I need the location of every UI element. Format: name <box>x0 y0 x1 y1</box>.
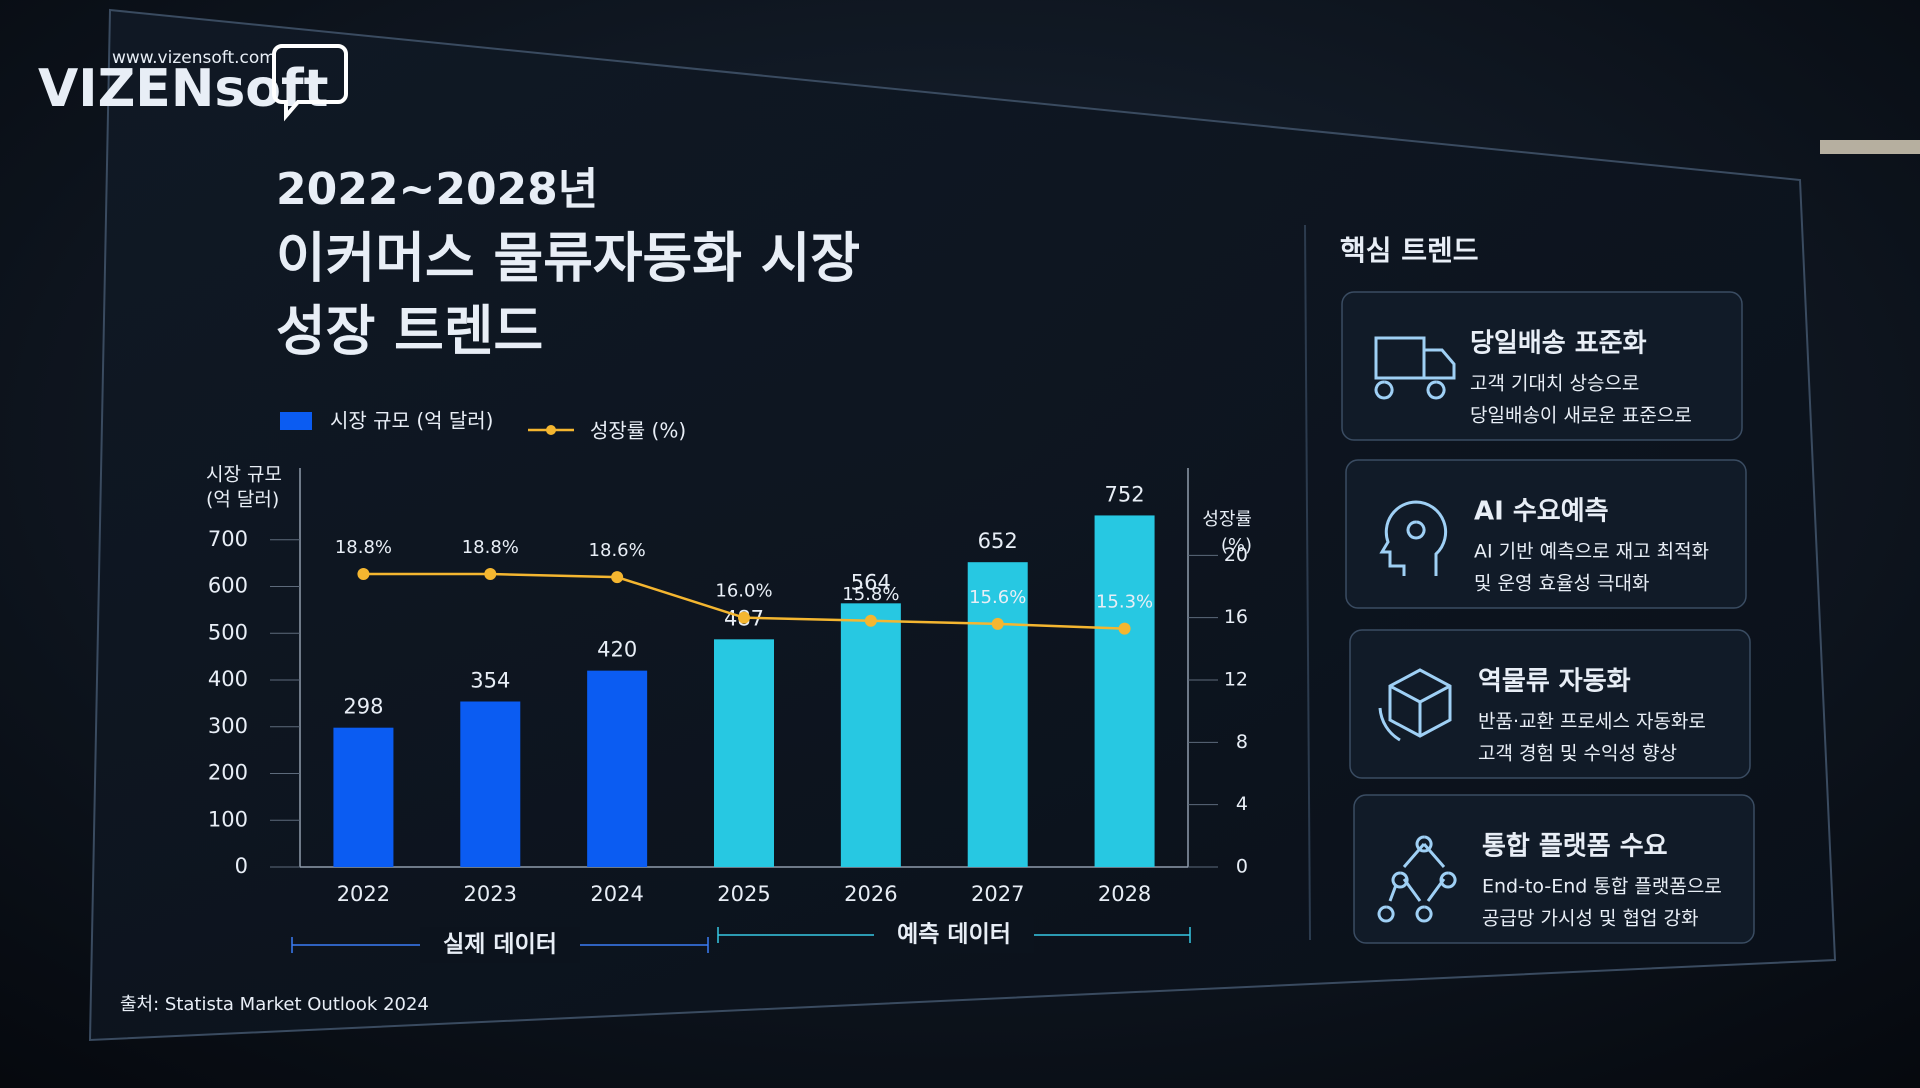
y-tick-label: 700 <box>208 527 248 551</box>
trend-title: 당일배송 표준화 <box>1470 329 1647 359</box>
title-line: 성장 트렌드 <box>276 300 543 363</box>
y-tick-label: 500 <box>208 620 248 644</box>
trend-desc: End-to-End 통합 플랫폼으로 <box>1482 876 1722 898</box>
bar-label: 652 <box>978 529 1018 553</box>
x-tick-label: 2024 <box>590 882 643 906</box>
annotation-bg <box>874 917 1034 953</box>
bar <box>967 562 1028 867</box>
logo: VIZENsoft <box>38 59 329 119</box>
trend-card <box>1345 459 1747 609</box>
growth-label: 18.8% <box>335 537 392 558</box>
growth-point <box>738 611 750 624</box>
y2-tick-label: 16 <box>1224 606 1248 628</box>
legend-label: 시장 규모 (억 달러) <box>330 409 493 433</box>
x-tick-label: 2027 <box>971 882 1024 906</box>
growth-label: 15.6% <box>969 587 1026 608</box>
trend-desc: AI 기반 예측으로 재고 최적화 <box>1474 541 1709 563</box>
trend-desc: 고객 경험 및 수익성 향상 <box>1478 743 1677 765</box>
divider <box>1304 224 1311 941</box>
trend-icon <box>1379 500 1448 576</box>
bar-label: 752 <box>1105 482 1145 506</box>
growth-point <box>357 568 370 581</box>
bar <box>460 701 521 867</box>
title-line: 2022~2028년 <box>276 164 598 215</box>
y2-axis-title: (%) <box>1221 535 1252 556</box>
glass-panel <box>88 8 1837 1042</box>
x-tick-label: 2028 <box>1098 882 1151 906</box>
growth-point <box>991 617 1004 630</box>
x-tick-label: 2025 <box>717 882 770 906</box>
legend-swatch <box>546 425 556 435</box>
trend-desc: 당일배송이 새로운 표준으로 <box>1470 405 1692 427</box>
y2-tick-label: 20 <box>1224 544 1248 566</box>
bar <box>840 603 901 867</box>
annotation: 예측 데이터 <box>897 922 1011 948</box>
trend-title: 통합 플랫폼 수요 <box>1482 832 1668 862</box>
trend-desc: 공급망 가시성 및 협업 강화 <box>1482 908 1698 930</box>
y2-tick-label: 8 <box>1236 731 1248 753</box>
bar <box>714 639 774 867</box>
growth-label: 16.0% <box>715 581 772 602</box>
trend-icon <box>1377 835 1457 923</box>
light <box>1820 140 1920 154</box>
y-tick-label: 400 <box>208 667 248 691</box>
y2-tick-label: 4 <box>1236 793 1248 815</box>
y-axis-title: 시장 규모 <box>206 464 282 486</box>
y-tick-label: 600 <box>208 574 248 598</box>
y2-tick-label: 12 <box>1224 669 1248 691</box>
logo-icon <box>272 44 348 122</box>
trend-icon <box>1374 336 1456 400</box>
growth-label: 18.6% <box>589 540 646 561</box>
y-tick-label: 300 <box>208 714 248 738</box>
title-line: 이커머스 물류자동화 시장 <box>276 227 860 290</box>
trend-icon <box>1378 668 1452 742</box>
trend-desc: 반품·교환 프로세스 자동화로 <box>1478 711 1706 733</box>
trend-card <box>1349 629 1751 779</box>
trend-card <box>1341 291 1743 441</box>
annotation-bg <box>420 927 580 963</box>
trends-title: 핵심 트렌드 <box>1340 234 1479 267</box>
y-tick-label: 200 <box>208 761 248 785</box>
trend-desc: 및 운영 효율성 극대화 <box>1474 573 1649 595</box>
growth-point <box>1118 622 1131 635</box>
annotation: 실제 데이터 <box>443 932 557 958</box>
growth-label: 15.8% <box>842 584 899 605</box>
x-tick-label: 2026 <box>844 882 897 906</box>
trend-title: AI 수요예측 <box>1474 497 1609 527</box>
trend-desc: 고객 기대치 상승으로 <box>1470 373 1639 395</box>
y2-tick-label: 0 <box>1236 856 1248 878</box>
y-tick-label: 0 <box>235 854 248 878</box>
bar <box>1094 515 1155 867</box>
legend-label: 성장률 (%) <box>590 419 686 443</box>
bar <box>587 670 648 867</box>
bar-label: 420 <box>597 638 637 662</box>
growth-label: 15.3% <box>1096 592 1153 613</box>
legend-swatch <box>280 412 312 430</box>
bar-label: 354 <box>470 669 510 693</box>
x-tick-label: 2023 <box>464 882 517 906</box>
trend-card <box>1353 794 1755 944</box>
growth-point <box>484 568 497 581</box>
x-tick-label: 2022 <box>337 882 390 906</box>
y-tick-label: 100 <box>208 807 248 831</box>
source: 출처: Statista Market Outlook 2024 <box>120 994 429 1015</box>
bar-label: 564 <box>851 570 891 594</box>
growth-label: 18.8% <box>462 537 519 558</box>
trend-title: 역물류 자동화 <box>1478 667 1631 697</box>
logo-url: www.vizensoft.com <box>112 48 276 68</box>
growth-point <box>864 614 877 627</box>
growth-point <box>611 571 624 584</box>
bar-label: 298 <box>343 695 383 719</box>
y-axis-title: (억 달러) <box>206 489 279 511</box>
y2-axis-title: 성장률 <box>1202 509 1252 530</box>
bar <box>333 727 394 867</box>
